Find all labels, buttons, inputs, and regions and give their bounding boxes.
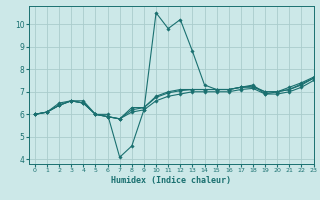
- X-axis label: Humidex (Indice chaleur): Humidex (Indice chaleur): [111, 176, 231, 185]
